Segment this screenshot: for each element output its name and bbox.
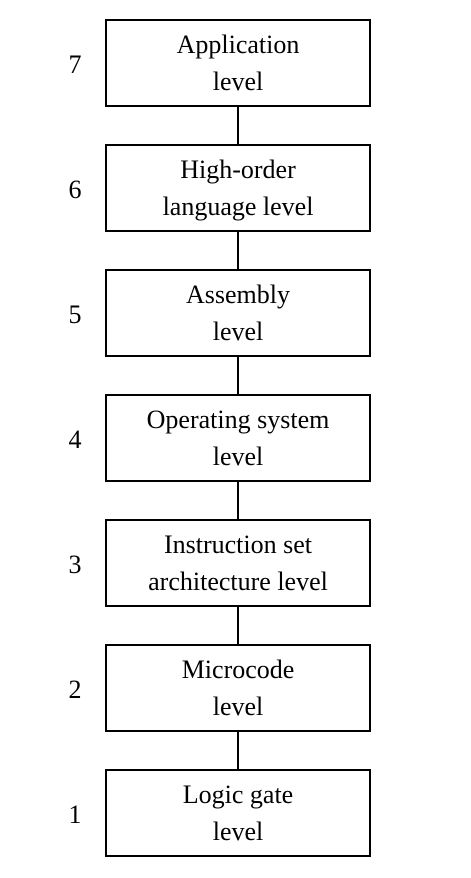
level-label-line2: architecture level [148, 567, 328, 596]
level-label-line1: Logic gate [182, 780, 294, 809]
level-label-line1: Instruction set [163, 530, 313, 559]
level-number-4: 4 [68, 425, 82, 454]
level-label-line1: Microcode [181, 655, 295, 684]
level-label-line2: language level [162, 192, 314, 221]
level-number-7: 7 [68, 50, 82, 79]
level-label-line2: level [212, 317, 264, 346]
level-number-6: 6 [68, 175, 82, 204]
level-box-instruction-set-architecture: Instruction set architecture level [105, 519, 371, 607]
level-label-line1: Application [176, 30, 300, 59]
level-label-line2: level [212, 692, 264, 721]
level-label-line2: level [212, 817, 264, 846]
level-label-line1: High-order [180, 155, 296, 184]
level-label-line1: Operating system [146, 405, 330, 434]
connector-4-3 [237, 482, 239, 520]
level-label-line1: Assembly [186, 280, 290, 309]
connector-2-1 [237, 732, 239, 770]
level-box-application: Application level [105, 19, 371, 107]
level-label-line2: level [212, 67, 264, 96]
level-box-operating-system: Operating system level [105, 394, 371, 482]
level-number-2: 2 [68, 675, 82, 704]
level-box-logic-gate: Logic gate level [105, 769, 371, 857]
connector-6-5 [237, 232, 239, 270]
level-box-assembly: Assembly level [105, 269, 371, 357]
level-label-line2: level [212, 442, 264, 471]
level-number-3: 3 [68, 550, 82, 579]
level-number-5: 5 [68, 300, 82, 329]
connector-5-4 [237, 357, 239, 395]
level-box-high-order-language: High-order language level [105, 144, 371, 232]
level-box-microcode: Microcode level [105, 644, 371, 732]
connector-3-2 [237, 607, 239, 645]
level-number-1: 1 [68, 800, 82, 829]
connector-7-6 [237, 107, 239, 145]
